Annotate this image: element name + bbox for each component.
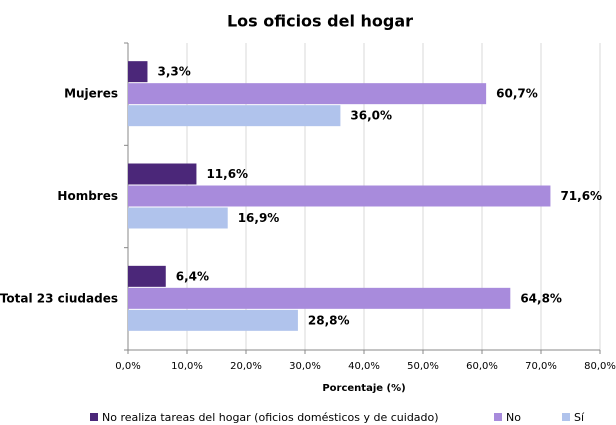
bar [128, 61, 148, 83]
x-tick-label: 50,0% [407, 361, 439, 372]
value-label: 16,9% [238, 211, 280, 225]
bar [128, 287, 511, 309]
value-label: 6,4% [176, 269, 209, 283]
bar [128, 105, 341, 127]
legend-label: No realiza tareas del hogar (oficios dom… [102, 411, 439, 424]
bar [128, 163, 197, 185]
x-tick-label: 40,0% [348, 361, 380, 372]
x-tick-label: 20,0% [230, 361, 262, 372]
legend-label: No [506, 411, 521, 424]
bar [128, 185, 551, 207]
value-label: 28,8% [308, 313, 350, 327]
value-label: 11,6% [206, 167, 248, 181]
x-tick-label: 70,0% [525, 361, 557, 372]
value-label: 71,6% [560, 189, 602, 203]
bar [128, 207, 228, 229]
legend-swatch [90, 413, 98, 421]
bar [128, 309, 298, 331]
bar [128, 265, 166, 287]
legend-swatch [562, 413, 570, 421]
chart-title: Los oficios del hogar [227, 12, 413, 31]
x-tick-label: 60,0% [466, 361, 498, 372]
y-tick-label: Hombres [57, 189, 118, 203]
value-label: 64,8% [520, 291, 562, 305]
x-tick-label: 10,0% [171, 361, 203, 372]
bar [128, 83, 487, 105]
legend-swatch [494, 413, 502, 421]
x-axis-label: Porcentaje (%) [322, 383, 405, 394]
x-tick-label: 80,0% [584, 361, 616, 372]
legend-label: Sí [574, 411, 585, 424]
x-tick-label: 0,0% [115, 361, 140, 372]
value-label: 60,7% [496, 87, 538, 101]
value-label: 3,3% [157, 65, 190, 79]
y-tick-label: Mujeres [64, 87, 118, 101]
x-tick-label: 30,0% [289, 361, 321, 372]
value-label: 36,0% [350, 109, 392, 123]
y-tick-label: Total 23 ciudades [0, 291, 118, 305]
